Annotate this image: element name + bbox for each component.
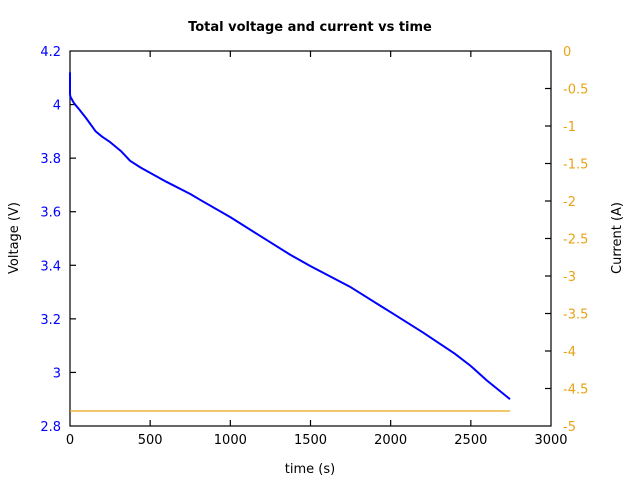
y2-tick-label: -2 (563, 195, 576, 210)
y2-tick-label: -2.5 (563, 233, 588, 248)
y2-tick-label: -3.5 (563, 308, 588, 323)
x-tick-label: 1500 (294, 433, 327, 448)
x-tick-label: 3000 (534, 433, 567, 448)
y2-tick-label: -5 (563, 420, 576, 435)
x-tick-label: 1000 (214, 433, 247, 448)
y-tick-label: 3.6 (40, 206, 61, 221)
y-axis-label: Voltage (V) (7, 202, 22, 274)
x-tick-label: 0 (66, 433, 74, 448)
y2-tick-label: -4 (563, 345, 576, 360)
plot-border (69, 50, 552, 427)
y2-tick-label: -4.5 (563, 383, 588, 398)
y2-tick-label: -1.5 (563, 158, 588, 173)
y2-tick-label: -0.5 (563, 83, 588, 98)
x-axis-label: time (s) (285, 462, 335, 477)
data-series (69, 72, 511, 412)
y2-tick-label: -1 (563, 120, 576, 135)
x-axis-tick-labels: 0 500 1000 1500 2000 2500 3000 (66, 433, 568, 448)
chart-title: Total voltage and current vs time (188, 20, 432, 35)
y-tick-label: 3.2 (40, 313, 61, 328)
x-tick-label: 2000 (374, 433, 407, 448)
axis-ticks (70, 51, 551, 426)
y2-tick-label: 0 (563, 45, 571, 60)
y-tick-label: 2.8 (40, 420, 61, 435)
y-tick-label: 4.2 (40, 45, 61, 60)
y-tick-label: 3.8 (40, 152, 61, 167)
y-tick-label: 4 (53, 99, 61, 114)
x-tick-label: 500 (138, 433, 163, 448)
plot-area (69, 50, 552, 427)
voltage-line (69, 72, 511, 400)
y-tick-label: 3 (53, 366, 61, 381)
y2-axis-tick-labels: -5 -4.5 -4 -3.5 -3 -2.5 -2 -1.5 -1 -0.5 0 (563, 45, 588, 435)
y-axis-tick-labels: 2.8 3 3.2 3.4 3.6 3.8 4 4.2 (40, 45, 61, 435)
y2-axis-label: Current (A) (610, 202, 625, 274)
x-tick-label: 2500 (454, 433, 487, 448)
y2-tick-label: -3 (563, 270, 576, 285)
y-tick-label: 3.4 (40, 259, 61, 274)
